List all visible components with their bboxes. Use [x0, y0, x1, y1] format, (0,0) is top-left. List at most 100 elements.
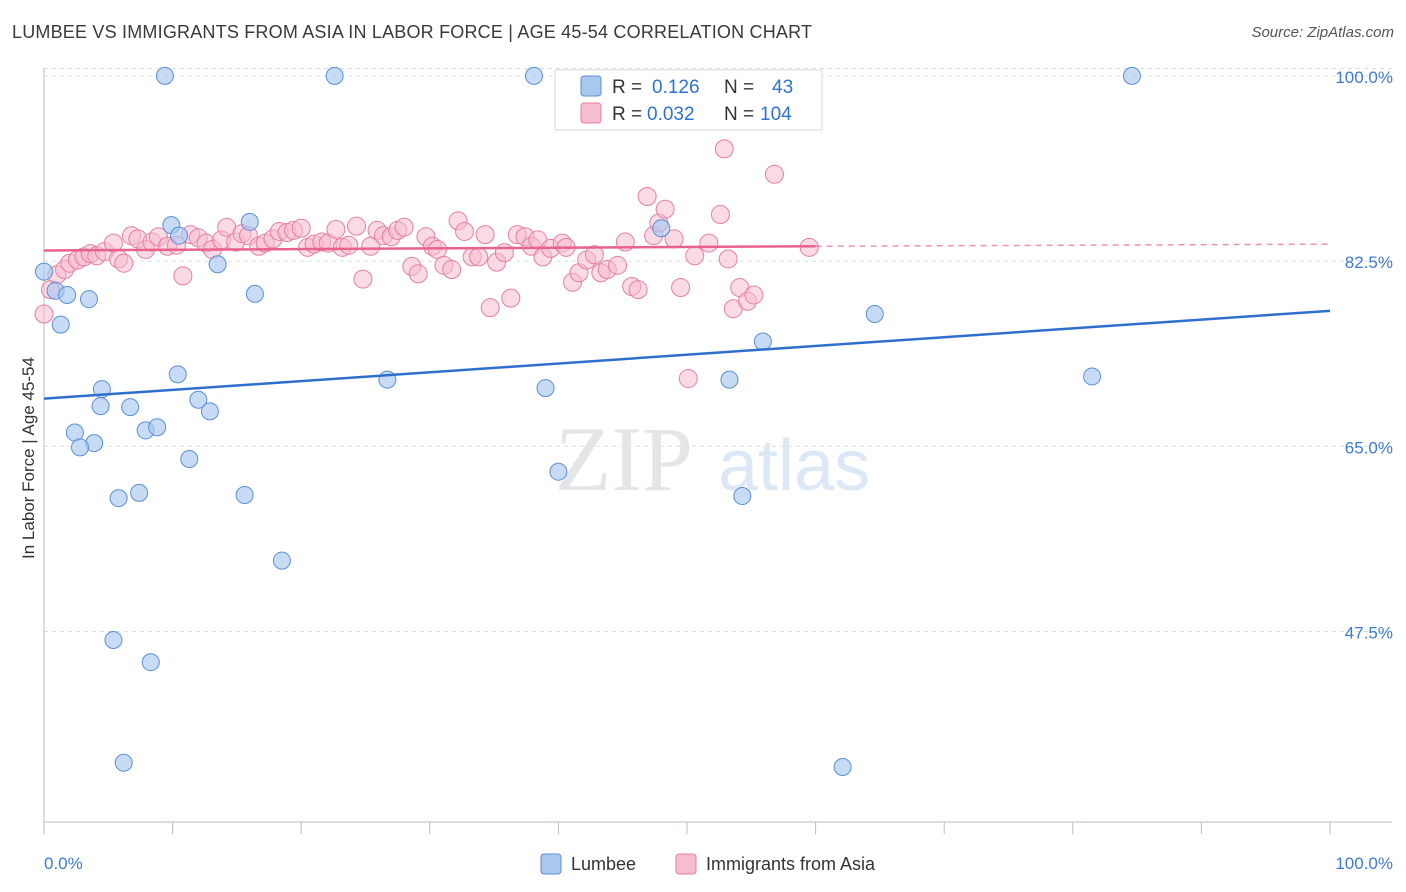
- data-point-asia: [710, 205, 730, 225]
- legend-r-value-asia: 0.032: [647, 104, 695, 125]
- data-point-lumbee: [71, 438, 90, 457]
- bottom-legend-asia: Immigrants from Asia: [706, 854, 876, 874]
- y-tick-labels: 47.5% 65.0% 82.5% 100.0%: [1335, 68, 1393, 643]
- y-tick-label: 100.0%: [1335, 68, 1393, 87]
- data-point-asia: [764, 164, 784, 184]
- y-tick-label: 82.5%: [1345, 253, 1393, 272]
- data-point-lumbee: [189, 390, 208, 409]
- stats-legend: R = 0.126 N = 43 R = 0.032 N = 104: [554, 69, 823, 131]
- bottom-legend: Lumbee Immigrants from Asia: [540, 853, 876, 875]
- data-point-lumbee: [180, 449, 199, 468]
- gridlines: [44, 67, 1392, 632]
- legend-n-label: N =: [724, 77, 754, 98]
- y-tick-label: 65.0%: [1345, 438, 1393, 457]
- data-point-asia: [469, 247, 489, 267]
- data-point-lumbee: [753, 332, 772, 351]
- data-point-lumbee: [114, 753, 133, 772]
- bottom-legend-lumbee: Lumbee: [571, 854, 636, 874]
- data-point-lumbee: [51, 315, 70, 334]
- axes: [43, 68, 1392, 834]
- data-point-asia: [718, 249, 738, 269]
- data-point-lumbee: [865, 305, 884, 323]
- legend-r-value-lumbee: 0.126: [652, 77, 700, 98]
- chart-title: LUMBEE VS IMMIGRANTS FROM ASIA IN LABOR …: [12, 22, 813, 42]
- data-point-lumbee: [325, 66, 344, 85]
- data-point-lumbee: [104, 630, 123, 649]
- x-tick-label: 100.0%: [1335, 854, 1393, 873]
- data-point-lumbee: [240, 212, 259, 231]
- data-point-lumbee: [235, 485, 254, 504]
- trend-lines: [43, 243, 1331, 400]
- data-point-asia: [685, 246, 705, 266]
- data-point-lumbee: [524, 66, 543, 85]
- data-point-lumbee: [58, 285, 77, 304]
- watermark-zip: ZIP: [555, 408, 693, 510]
- data-point-lumbee: [155, 66, 174, 85]
- data-point-asia: [494, 243, 514, 263]
- data-point-asia: [628, 280, 648, 300]
- data-point-asia: [475, 225, 495, 245]
- bottom-legend-swatch-asia: [675, 853, 697, 875]
- data-point-lumbee: [1122, 66, 1141, 85]
- trend-line-lumbee: [43, 309, 1331, 400]
- data-point-lumbee: [245, 284, 264, 303]
- data-point-asia: [394, 217, 414, 237]
- data-point-asia: [442, 260, 462, 280]
- data-point-asia: [608, 255, 628, 275]
- bottom-legend-swatch-lumbee: [540, 853, 562, 875]
- data-point-asia: [699, 233, 719, 253]
- data-point-lumbee: [130, 483, 149, 502]
- data-point-asia: [34, 304, 54, 324]
- data-point-lumbee: [208, 255, 227, 274]
- data-point-lumbee: [91, 397, 110, 416]
- data-point-lumbee: [536, 379, 555, 398]
- data-point-asia: [353, 269, 373, 289]
- watermark: ZIP atlas: [555, 408, 870, 510]
- data-point-asia: [114, 253, 134, 273]
- legend-r-label: R =: [612, 77, 642, 98]
- data-point-lumbee: [168, 365, 187, 384]
- legend-n-value-lumbee: 43: [772, 77, 793, 98]
- trend-line-asia: [43, 245, 816, 252]
- y-axis-label: In Labor Force | Age 45-54: [19, 357, 38, 559]
- data-point-lumbee: [1083, 367, 1102, 386]
- legend-n-label-2: N =: [724, 104, 754, 125]
- series-immigrants-from-asia: [34, 139, 819, 389]
- data-point-lumbee: [652, 219, 671, 238]
- data-point-asia: [408, 264, 428, 284]
- data-point-lumbee: [272, 551, 291, 570]
- legend-n-value-asia: 104: [760, 104, 792, 125]
- data-point-asia: [671, 278, 691, 298]
- data-point-lumbee: [35, 262, 53, 281]
- data-point-lumbee: [549, 462, 568, 481]
- legend-swatch-asia: [580, 102, 602, 124]
- x-tick-labels: 0.0% 100.0%: [44, 854, 1393, 873]
- data-point-asia: [326, 219, 346, 239]
- trend-line-asia-extension: [815, 243, 1331, 248]
- chart-source: Source: ZipAtlas.com: [1251, 24, 1394, 41]
- series-lumbee: [35, 66, 1141, 776]
- x-tick-label: 0.0%: [44, 854, 83, 873]
- data-point-lumbee: [141, 653, 160, 672]
- data-point-lumbee: [733, 487, 752, 506]
- data-point-asia: [339, 235, 359, 255]
- data-point-lumbee: [121, 398, 140, 417]
- data-point-lumbee: [80, 290, 99, 309]
- data-point-asia: [584, 245, 604, 265]
- data-point-asia: [173, 266, 193, 286]
- data-point-asia: [655, 199, 675, 219]
- legend-r-label-2: R =: [612, 104, 642, 125]
- data-point-asia: [501, 288, 521, 308]
- data-point-lumbee: [200, 402, 219, 421]
- data-point-asia: [744, 285, 764, 305]
- data-point-asia: [291, 218, 311, 238]
- data-point-asia: [714, 139, 734, 159]
- data-point-asia: [346, 216, 366, 236]
- legend-swatch-lumbee: [580, 75, 602, 97]
- data-point-asia: [480, 298, 500, 318]
- data-point-asia: [637, 187, 657, 207]
- data-point-lumbee: [833, 757, 852, 776]
- data-point-lumbee: [148, 418, 167, 437]
- data-point-lumbee: [720, 370, 739, 389]
